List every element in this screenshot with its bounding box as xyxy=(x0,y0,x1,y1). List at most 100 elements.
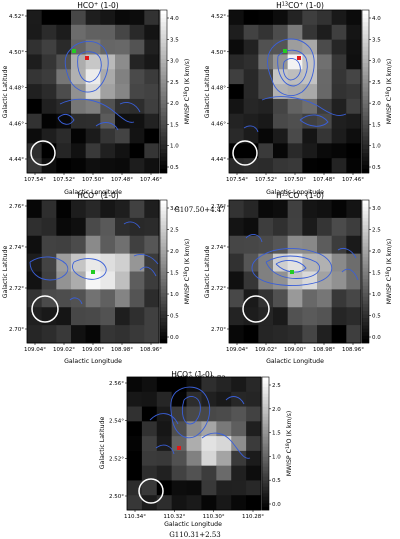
heatmap-cell xyxy=(100,24,116,41)
green-marker xyxy=(72,49,76,53)
contour-line xyxy=(123,221,141,229)
heatmap-cell xyxy=(27,98,43,115)
colorbar-step xyxy=(262,463,269,468)
colorbar-tick-label: 1.0 xyxy=(170,292,179,298)
heatmap-cell xyxy=(231,406,247,422)
colorbar-step xyxy=(362,210,369,215)
heatmap-cell xyxy=(85,10,101,26)
heatmap-cell xyxy=(231,495,247,511)
heatmap-cell xyxy=(229,271,245,290)
heatmap-cell xyxy=(258,325,274,344)
colorbar-step xyxy=(362,62,369,68)
colorbar-step xyxy=(362,214,369,219)
heatmap-cell xyxy=(287,200,303,219)
x-axis-label: Galactic Longitude xyxy=(266,189,324,196)
green-marker xyxy=(290,270,294,274)
heatmap-cell xyxy=(115,10,131,26)
heatmap-cell xyxy=(273,325,289,344)
heatmap-cell xyxy=(115,217,131,237)
heatmap-cell xyxy=(144,69,160,85)
colorbar-step xyxy=(160,26,167,31)
heatmap-cell xyxy=(115,158,131,174)
heatmap-cell xyxy=(186,436,202,452)
colorbar-step xyxy=(160,239,167,244)
heatmap-cell xyxy=(71,69,87,85)
heatmap-cell xyxy=(273,10,289,26)
heatmap-cell xyxy=(115,54,131,70)
colorbar-step xyxy=(160,83,167,88)
contour-line xyxy=(181,396,201,425)
heatmap-cell xyxy=(156,377,173,393)
heatmap-cell xyxy=(27,39,43,55)
heatmap-cell xyxy=(273,235,289,255)
contour-line xyxy=(251,247,333,286)
colorbar-step xyxy=(362,156,369,162)
heatmap-cell xyxy=(115,84,131,100)
red-marker xyxy=(297,56,301,60)
colorbar-tick-label: 3.0 xyxy=(170,206,179,212)
heatmap-cell xyxy=(287,158,303,174)
heatmap-cell xyxy=(317,54,333,70)
heatmap-cell xyxy=(56,39,72,55)
heatmap-cell xyxy=(231,421,247,437)
x-ticks: 109.04° 109.02° 109.00° 108.98° 108.96° xyxy=(24,343,162,353)
y-ticks: 2.56° 2.54° 2.52° 2.50° xyxy=(109,381,127,500)
heatmap-cell xyxy=(246,421,262,437)
heatmap-cell xyxy=(346,24,362,41)
heatmap-cell xyxy=(229,24,245,41)
heatmap-cell xyxy=(302,271,318,290)
colorbar-step xyxy=(160,275,167,279)
heatmap-cell xyxy=(346,84,362,100)
heatmap-cells xyxy=(27,10,160,174)
colorbar-step xyxy=(262,403,269,408)
colorbar-step xyxy=(362,203,369,208)
heatmap-cell xyxy=(56,128,72,144)
colorbar-step xyxy=(262,386,269,391)
colorbar-step xyxy=(362,34,369,39)
colorbar-tick-label: 2.5 xyxy=(372,80,381,86)
colorbar-tick-label: 1.0 xyxy=(372,144,381,150)
heatmap-cell xyxy=(171,436,187,452)
heatmap-cell xyxy=(144,39,160,55)
colorbar-tick-label: 4.0 xyxy=(170,16,179,22)
y-tick-label: 4.44° xyxy=(9,157,24,163)
heatmap-cell xyxy=(243,325,259,344)
heatmap-cell xyxy=(258,289,274,308)
heatmap-cell xyxy=(258,158,274,174)
contours xyxy=(245,234,359,286)
colorbar-step xyxy=(262,413,269,418)
heatmap-cell xyxy=(85,200,101,219)
heatmap-cell xyxy=(100,253,116,272)
heatmap-cell xyxy=(85,24,101,41)
colorbar-step xyxy=(160,30,167,35)
heatmap-cell xyxy=(229,39,245,55)
heatmap-cell xyxy=(27,128,43,144)
heatmap-cell xyxy=(27,24,43,41)
source-label: G107.50+4.47 xyxy=(174,206,226,214)
colorbar-step xyxy=(362,246,369,251)
heatmap-cell xyxy=(141,480,158,496)
x-tick-label: 107.54° xyxy=(226,177,248,183)
heatmap-cell xyxy=(41,217,57,237)
heatmap-cell xyxy=(85,98,101,115)
y-tick-label: 4.46° xyxy=(211,121,226,127)
colorbar-step xyxy=(362,111,369,117)
heatmap-cell xyxy=(216,391,232,407)
heatmap-cell xyxy=(346,307,362,326)
heatmap-cell xyxy=(246,495,262,511)
y-tick-label: 4.52° xyxy=(9,14,24,20)
colorbar-tick-label: 1.0 xyxy=(372,292,381,298)
x-tick-label: 107.48° xyxy=(313,177,335,183)
colorbar-tick-label: 2.5 xyxy=(170,80,179,86)
heatmap-cell xyxy=(127,450,143,467)
colorbar-step xyxy=(160,310,167,315)
colorbar-step xyxy=(362,26,369,31)
colorbar-step xyxy=(160,314,167,319)
x-ticks: 110.34° 110.32° 110.30° 110.28° xyxy=(124,510,264,520)
colorbar-step xyxy=(160,99,167,105)
heatmap-cell xyxy=(100,325,116,344)
colorbar-step xyxy=(262,443,269,448)
heatmap-cell xyxy=(56,235,72,255)
heatmap-cell xyxy=(41,307,57,326)
heatmap-cell xyxy=(100,158,116,174)
